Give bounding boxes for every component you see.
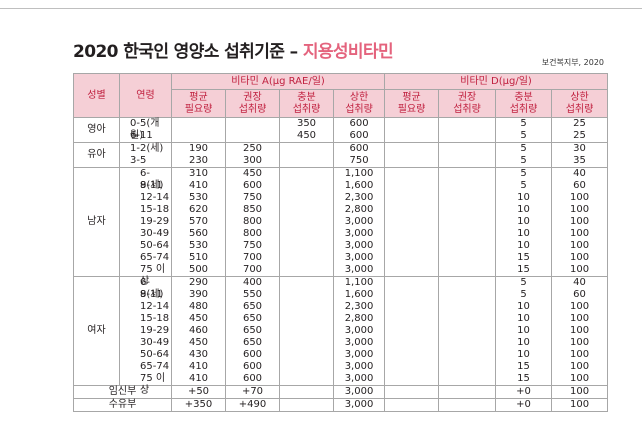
special-group-label: 수유부 <box>73 398 172 412</box>
vitamin-d-cell: 5 5 10 10 10 10 10 15 15 <box>495 167 553 277</box>
subheader-a-1: 권장 섭취량 <box>225 89 280 118</box>
vitamin-a-cell: +70 <box>225 385 280 399</box>
vitamin-a-cell <box>279 385 334 399</box>
vitamin-d-cell <box>438 385 497 399</box>
special-group-label: 임신부 <box>73 385 172 399</box>
vitamin-d-cell: 100 <box>551 398 609 412</box>
title-subtitle: 지용성비타민 <box>302 42 394 62</box>
vitamin-d-cell <box>438 398 497 412</box>
vitamin-d-cell <box>438 142 497 168</box>
vitamin-d-cell <box>384 385 440 399</box>
nutrient-table: 성별 연령 비타민 A(μg RAE/일) 비타민 D(μg/일) 평균 필요량 권… <box>73 73 609 412</box>
vitamin-d-cell <box>384 117 440 143</box>
vitamin-a-cell: 450 600 750 850 800 800 750 700 700 <box>225 167 280 277</box>
table-row: 임신부 +50 +70 3,000 +0 100 <box>73 385 609 399</box>
page-title: 2020 한국인 영양소 섭취기준 – 지용성비타민 <box>73 37 394 62</box>
vitamin-d-cell: 5 5 10 10 10 10 10 15 15 <box>495 276 553 386</box>
top-rule <box>0 8 642 9</box>
group-label: 유아 <box>73 142 120 168</box>
vitamin-d-cell: 30 35 <box>551 142 609 168</box>
table-row: 영아 0-5(개월) 6-11 350 450 600 600 5 5 25 25 <box>73 117 609 143</box>
vitamin-a-cell: 350 450 <box>279 117 334 143</box>
vitamin-d-cell: 40 60 100 100 100 100 100 100 100 <box>551 167 609 277</box>
vitamin-a-cell <box>171 117 226 143</box>
table-row: 유아 1-2(세) 3-5 190 230 250 300 600 750 5 5 30 35 <box>73 142 609 168</box>
age-cell: 6-8(세) 9-11 12-14 15-18 19-29 30-49 50-64 65-74… <box>119 276 172 396</box>
title-main: 2020 한국인 영양소 섭취기준 – <box>73 42 303 62</box>
vitamin-a-cell: 1,100 1,600 2,300 2,800 3,000 3,000 3,000 3,000… <box>332 167 386 277</box>
vitamin-a-cell: 250 300 <box>225 142 280 168</box>
vitamin-d-cell: +0 <box>495 385 553 399</box>
vitamin-a-cell <box>279 142 334 168</box>
vitamin-d-cell: +0 <box>495 398 553 412</box>
header-gender: 성별 <box>73 73 120 118</box>
subheader-a-0: 평균 필요량 <box>171 89 226 118</box>
vitamin-a-cell: +490 <box>225 398 280 412</box>
header-age: 연령 <box>119 73 172 118</box>
vitamin-d-cell: 100 <box>551 385 609 399</box>
vitamin-d-cell <box>438 117 497 143</box>
vitamin-d-cell <box>438 276 497 386</box>
vitamin-a-cell: 400 550 650 650 650 650 600 600 600 <box>225 276 280 386</box>
vitamin-a-cell <box>279 398 334 412</box>
table-row: 수유부 +350 +490 3,000 +0 100 <box>73 398 609 412</box>
subheader-d-1: 권장 섭취량 <box>438 89 497 118</box>
subheader-a-3: 상한 섭취량 <box>332 89 386 118</box>
vitamin-d-cell: 25 25 <box>551 117 609 143</box>
subheader-d-0: 평균 필요량 <box>384 89 440 118</box>
table-row: 여자 6-8(세) 9-11 12-14 15-18 19-29 30-49 50-64 65-… <box>73 276 609 396</box>
vitamin-a-cell <box>279 167 334 277</box>
age-cell: 0-5(개월) 6-11 <box>119 117 172 143</box>
vitamin-a-cell: 3,000 <box>332 398 386 412</box>
vitamin-d-cell: 40 60 100 100 100 100 100 100 100 <box>551 276 609 386</box>
age-cell: 1-2(세) 3-5 <box>119 142 172 168</box>
subheader-a-2: 충분 섭취량 <box>279 89 334 118</box>
vitamin-d-cell <box>384 276 440 386</box>
vitamin-a-cell <box>279 276 334 386</box>
header-vitamin-a: 비타민 A(μg RAE/일) <box>170 73 386 90</box>
age-cell: 6-8(세) 9-11 12-14 15-18 19-29 30-49 50-64 65-74… <box>119 167 172 287</box>
vitamin-a-cell: 3,000 <box>332 385 386 399</box>
vitamin-a-cell: 190 230 <box>171 142 226 168</box>
group-label: 영아 <box>73 117 120 143</box>
group-label: 여자 <box>73 276 120 386</box>
vitamin-a-cell: +50 <box>171 385 226 399</box>
vitamin-d-cell <box>438 167 497 277</box>
group-label: 남자 <box>73 167 120 277</box>
subheader-d-3: 상한 섭취량 <box>551 89 609 118</box>
source-note: 보건복지부, 2020 <box>541 58 604 67</box>
vitamin-a-cell: 290 390 480 450 460 450 430 410 410 <box>171 276 226 386</box>
vitamin-d-cell <box>384 167 440 277</box>
header-vitamin-d: 비타민 D(μg/일) <box>384 73 609 90</box>
vitamin-a-cell: 1,100 1,600 2,300 2,800 3,000 3,000 3,000 3,000… <box>332 276 386 386</box>
vitamin-a-cell: 310 410 530 620 570 560 530 510 500 <box>171 167 226 277</box>
vitamin-a-cell <box>225 117 280 143</box>
vitamin-a-cell: 600 600 <box>332 117 386 143</box>
vitamin-d-cell <box>384 398 440 412</box>
vitamin-a-cell: +350 <box>171 398 226 412</box>
subheader-d-2: 충분 섭취량 <box>495 89 553 118</box>
vitamin-d-cell <box>384 142 440 168</box>
vitamin-a-cell: 600 750 <box>332 142 386 168</box>
table-row: 남자 6-8(세) 9-11 12-14 15-18 19-29 30-49 50-64 65-… <box>73 167 609 287</box>
